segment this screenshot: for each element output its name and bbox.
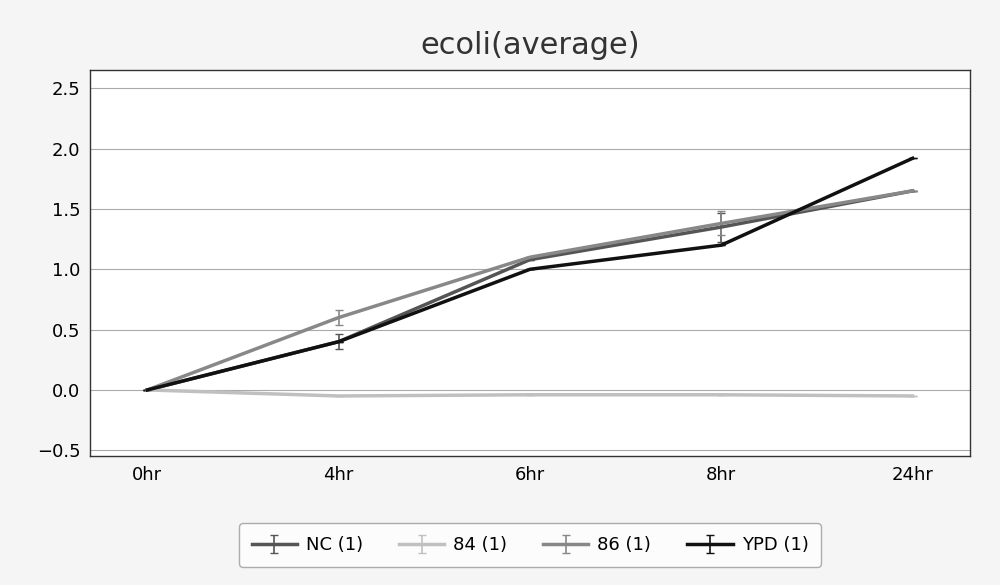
Title: ecoli(average): ecoli(average)	[420, 30, 640, 60]
Legend: NC (1), 84 (1), 86 (1), YPD (1): NC (1), 84 (1), 86 (1), YPD (1)	[239, 523, 821, 566]
